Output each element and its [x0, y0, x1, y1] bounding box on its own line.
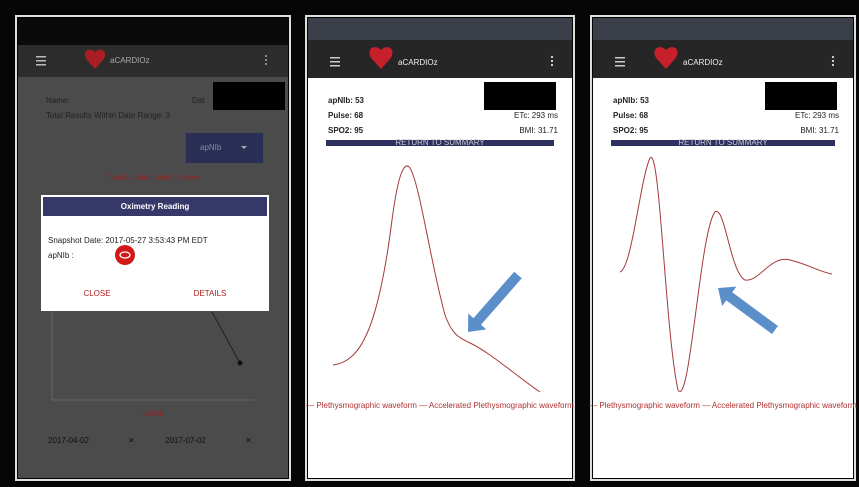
- app-title: aCARDIOz: [683, 58, 723, 67]
- stat: Pulse: 68: [613, 111, 649, 120]
- dialog-title: Oximetry Reading: [121, 202, 190, 211]
- logo: [369, 47, 393, 69]
- waveform: [619, 157, 833, 392]
- stat: ETc: 293 ms: [514, 111, 558, 120]
- stat: SPO2: 95: [613, 126, 649, 135]
- summary-label: RETURN TO SUMMARY: [678, 138, 768, 147]
- snapshot-label: Snapshot Date: 2017-05-27 3:53:43 PM EDT: [48, 236, 208, 245]
- arrow-shape: [467, 271, 522, 333]
- legend: — Plethysmographic waveform — Accelerate…: [306, 401, 574, 410]
- hint: Touch a data point to view: [107, 173, 200, 182]
- menu-icon[interactable]: [615, 65, 625, 67]
- frame: [305, 15, 575, 481]
- field-label: apNIb :: [48, 251, 74, 260]
- axis-label: apNIb: [142, 409, 164, 418]
- summary-label: RETURN TO SUMMARY: [395, 138, 485, 147]
- arrow: [467, 271, 522, 333]
- date-label: Dat: [192, 96, 205, 105]
- waveform: [332, 165, 541, 393]
- dropdown-arrow: [241, 146, 247, 149]
- stat: apNIb: 53: [328, 96, 365, 105]
- end-date[interactable]: 2017-07-02: [165, 436, 206, 445]
- stat: BMI: 31.71: [800, 126, 839, 135]
- app-title: aCARDIOz: [398, 58, 438, 67]
- dropdown[interactable]: [186, 133, 263, 163]
- status-bar: [593, 18, 853, 40]
- stat: BMI: 31.71: [519, 126, 558, 135]
- status-bar: [308, 18, 572, 40]
- arrow-shape: [718, 286, 778, 335]
- toolbar: [18, 45, 288, 77]
- stat: ETc: 293 ms: [795, 111, 839, 120]
- overflow-menu[interactable]: [550, 59, 554, 63]
- menu-icon[interactable]: [36, 56, 46, 66]
- overflow-menu[interactable]: [550, 55, 554, 59]
- logo: [654, 47, 678, 69]
- data-point[interactable]: [237, 360, 243, 366]
- logo: [84, 49, 106, 69]
- plot-line: [211, 311, 241, 364]
- overflow-menu[interactable]: [265, 55, 267, 65]
- overflow-menu[interactable]: [550, 63, 554, 67]
- menu-icon[interactable]: [615, 57, 625, 59]
- details-button[interactable]: DETAILS: [194, 289, 227, 298]
- eye-shape: [119, 251, 131, 259]
- menu-icon[interactable]: [330, 61, 340, 63]
- menu-icon[interactable]: [615, 61, 625, 63]
- summary-bar[interactable]: [611, 140, 835, 146]
- screen-3: aCARDIOz apNIb: 53 Pulse: 68 SPO2: 95 ETc: 2…: [589, 15, 857, 481]
- toolbar: [593, 40, 853, 78]
- menu-icon[interactable]: [330, 57, 340, 59]
- screen-2: aCARDIOz apNIb: 53 Pulse: 68 SPO2: 95 ETc: 2…: [305, 15, 575, 481]
- eye-icon[interactable]: [115, 245, 135, 265]
- legend: — Plethysmographic waveform — Accelerate…: [589, 401, 857, 410]
- redaction: [484, 82, 556, 110]
- redaction: [765, 82, 837, 110]
- status-bar: [18, 18, 288, 45]
- arrow: [718, 286, 778, 335]
- stat: SPO2: 95: [328, 126, 364, 135]
- app-title: aCARDIOz: [110, 56, 150, 65]
- overflow-menu[interactable]: [831, 59, 835, 63]
- stat: Pulse: 68: [328, 111, 364, 120]
- menu-icon[interactable]: [330, 65, 340, 67]
- clear-end[interactable]: ✕: [245, 436, 252, 445]
- dialog-header: [43, 197, 267, 216]
- stat: apNIb: 53: [613, 96, 650, 105]
- redaction: [213, 82, 285, 110]
- close-button[interactable]: CLOSE: [83, 289, 110, 298]
- summary-bar[interactable]: [326, 140, 554, 146]
- frame: [15, 15, 291, 481]
- dropdown-label: apNIb: [200, 143, 222, 152]
- frame: [590, 15, 856, 481]
- clear-start[interactable]: ✕: [128, 436, 135, 445]
- screen-1: aCARDIOz Name: Dat Total Results Within …: [15, 15, 291, 481]
- overflow-menu[interactable]: [831, 63, 835, 67]
- results-label: Total Results Within Date Range: 3: [46, 111, 171, 120]
- name-label: Name:: [46, 96, 70, 105]
- overflow-menu[interactable]: [831, 55, 835, 59]
- toolbar: [308, 40, 572, 78]
- start-date[interactable]: 2017-04-02: [48, 436, 89, 445]
